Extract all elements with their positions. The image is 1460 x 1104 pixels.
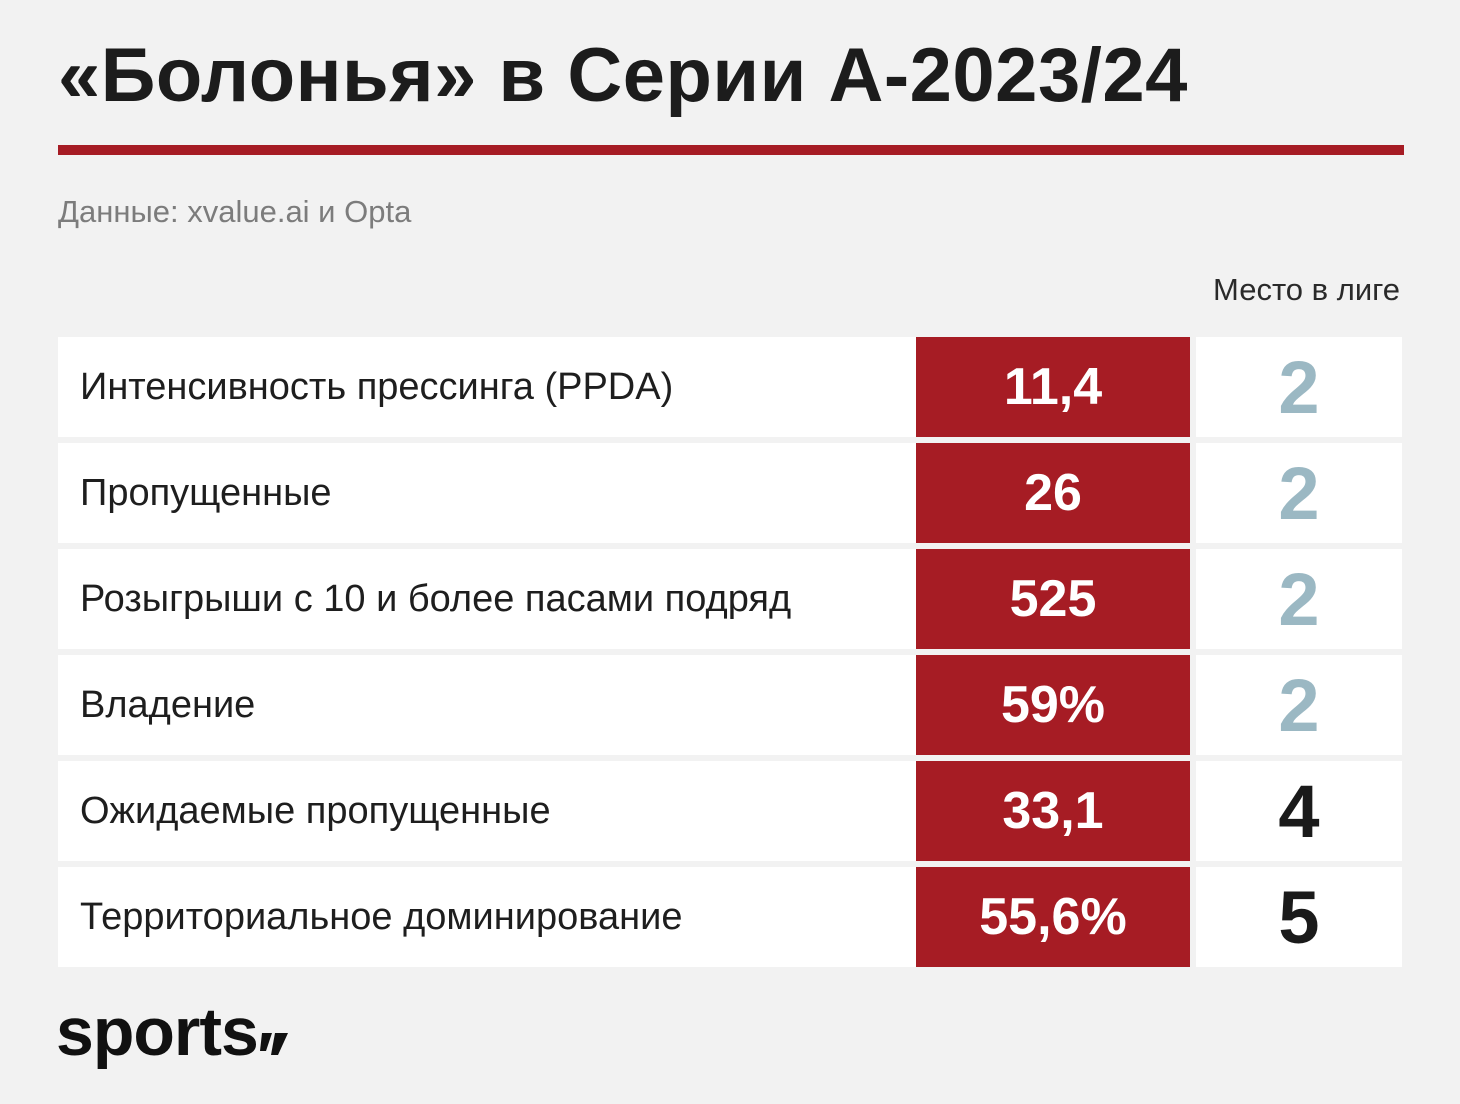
table-row: Ожидаемые пропущенные 33,1 4 (58, 761, 1402, 861)
stat-value: 59% (916, 655, 1190, 755)
table-row: Розыгрыши с 10 и более пасами подряд 525… (58, 549, 1402, 649)
stat-value: 11,4 (916, 337, 1190, 437)
stat-label: Интенсивность прессинга (PPDA) (58, 337, 916, 437)
table-row: Интенсивность прессинга (PPDA) 11,4 2 (58, 337, 1402, 437)
rank-column-header: Место в лиге (1213, 272, 1400, 307)
stat-value: 33,1 (916, 761, 1190, 861)
quote-mark-icon (259, 1004, 288, 1055)
stat-label: Пропущенные (58, 443, 916, 543)
league-rank: 2 (1196, 655, 1402, 755)
league-rank: 2 (1196, 337, 1402, 437)
table-row: Владение 59% 2 (58, 655, 1402, 755)
data-source-note: Данные: xvalue.ai и Opta (58, 194, 412, 229)
stat-label: Ожидаемые пропущенные (58, 761, 916, 861)
league-rank: 2 (1196, 443, 1402, 543)
page-title: «Болонья» в Серии А-2023/24 (58, 33, 1188, 118)
stat-value: 26 (916, 443, 1190, 543)
title-divider (58, 145, 1404, 155)
stat-label: Владение (58, 655, 916, 755)
logo-wordmark: sports (56, 994, 259, 1070)
table-row: Пропущенные 26 2 (58, 443, 1402, 543)
stats-table: Интенсивность прессинга (PPDA) 11,4 2 Пр… (58, 337, 1402, 973)
table-row: Территориальное доминирование 55,6% 5 (58, 867, 1402, 967)
league-rank: 4 (1196, 761, 1402, 861)
stat-value: 525 (916, 549, 1190, 649)
stat-value: 55,6% (916, 867, 1190, 967)
league-rank: 2 (1196, 549, 1402, 649)
stat-label: Розыгрыши с 10 и более пасами подряд (58, 549, 916, 649)
league-rank: 5 (1196, 867, 1402, 967)
sports-logo: sports (56, 992, 288, 1072)
stat-label: Территориальное доминирование (58, 867, 916, 967)
